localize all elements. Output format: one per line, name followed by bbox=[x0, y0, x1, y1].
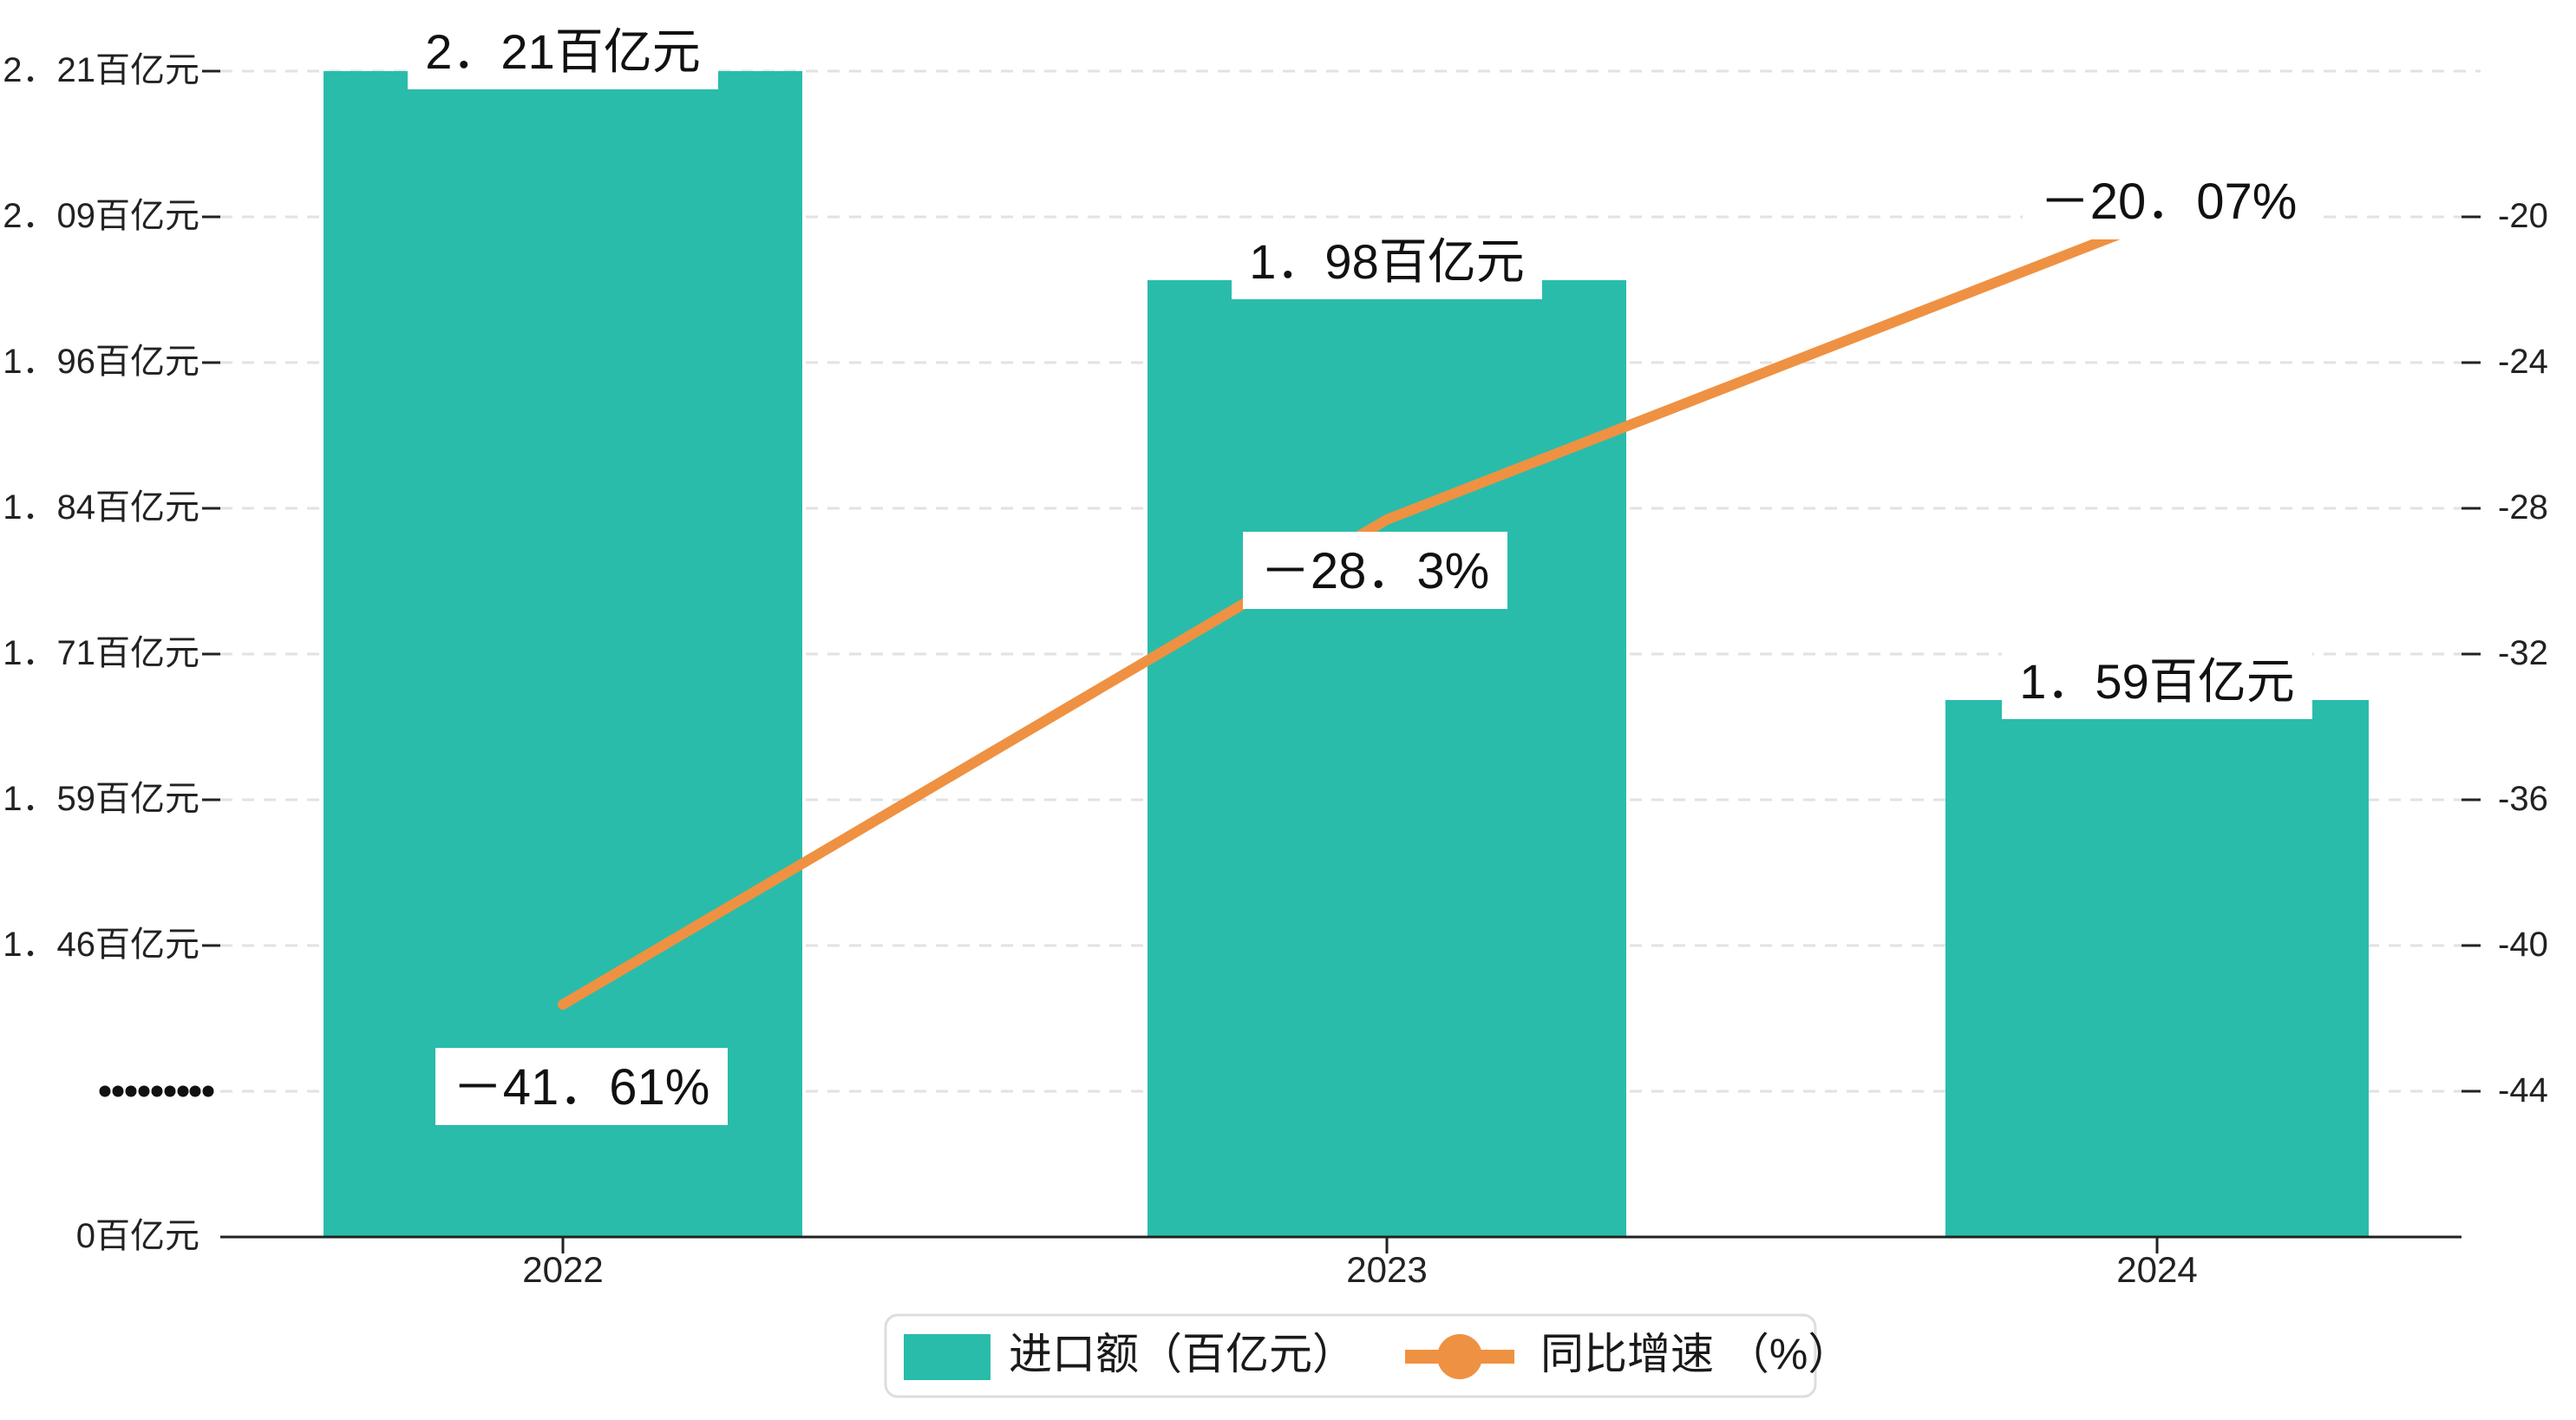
svg-text:2．21百亿元: 2．21百亿元 bbox=[425, 24, 700, 79]
svg-text:进口额（百亿元）: 进口额（百亿元） bbox=[1009, 1330, 1356, 1378]
svg-text:1．59百亿元: 1．59百亿元 bbox=[2019, 654, 2294, 709]
svg-text:2024: 2024 bbox=[2116, 1249, 2197, 1290]
svg-text:-20: -20 bbox=[2498, 197, 2548, 235]
svg-text:-44: -44 bbox=[2498, 1071, 2548, 1109]
svg-text:-32: -32 bbox=[2498, 634, 2548, 672]
svg-text:同比增速 （%）: 同比增速 （%） bbox=[1540, 1330, 1851, 1378]
svg-text:－28．3%: －28．3% bbox=[1260, 543, 1489, 599]
svg-text:－20．07%: －20．07% bbox=[2040, 173, 2298, 230]
svg-text:2022: 2022 bbox=[522, 1249, 603, 1290]
svg-text:0百亿元: 0百亿元 bbox=[76, 1217, 199, 1255]
svg-text:1．96百亿元: 1．96百亿元 bbox=[3, 343, 199, 381]
svg-text:1．59百亿元: 1．59百亿元 bbox=[3, 780, 199, 818]
svg-text:1．71百亿元: 1．71百亿元 bbox=[3, 634, 199, 672]
svg-text:-28: -28 bbox=[2498, 488, 2548, 527]
svg-text:-24: -24 bbox=[2498, 343, 2548, 381]
svg-text:1．84百亿元: 1．84百亿元 bbox=[3, 488, 199, 527]
svg-text:2023: 2023 bbox=[1346, 1249, 1427, 1290]
svg-text:1．98百亿元: 1．98百亿元 bbox=[1249, 234, 1524, 289]
svg-text:2．21百亿元: 2．21百亿元 bbox=[3, 51, 199, 89]
svg-text:-36: -36 bbox=[2498, 780, 2548, 818]
svg-text:1．46百亿元: 1．46百亿元 bbox=[3, 926, 199, 964]
svg-text:-40: -40 bbox=[2498, 926, 2548, 964]
svg-text:2．09百亿元: 2．09百亿元 bbox=[3, 197, 199, 235]
svg-text:－41．61%: －41．61% bbox=[453, 1059, 710, 1116]
